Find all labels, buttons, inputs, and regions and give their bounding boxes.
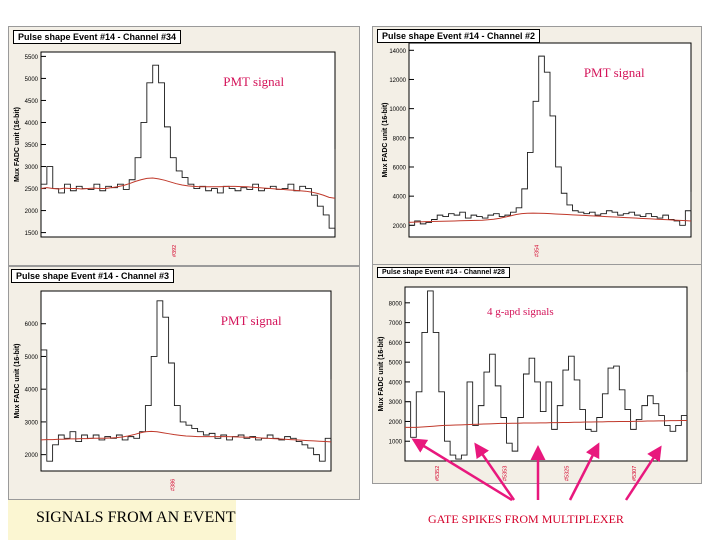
slide-caption: SIGNALS FROM AN EVENT — [36, 509, 236, 526]
y-tick-label: 12000 — [389, 78, 406, 84]
y-tick-label: 5000 — [25, 77, 39, 83]
y-tick-label: 5000 — [25, 355, 39, 361]
chart-title: Pulse shape Event #14 - Channel #3 — [11, 269, 175, 283]
series-line-baseline — [405, 419, 687, 428]
y-tick-label: 3000 — [25, 420, 39, 426]
y-tick-label: 8000 — [389, 301, 403, 307]
marker-label: #354 — [535, 245, 541, 257]
plot-frame — [40, 51, 336, 238]
series-line-baseline — [40, 177, 336, 199]
marker-label: #5353 — [503, 466, 509, 481]
y-axis-label: Mux FADC unit (16-bit) — [14, 107, 21, 182]
y-tick-label: 8000 — [393, 136, 407, 142]
marker-label: #5325 — [565, 466, 571, 481]
plot-frame — [40, 290, 332, 472]
y-tick-label: 4000 — [393, 195, 407, 201]
chart-title: Pulse shape Event #14 - Channel #2 — [377, 29, 541, 43]
y-tick-label: 5500 — [25, 55, 39, 61]
chart-title: Pulse shape Event #14 - Channel #28 — [377, 267, 510, 278]
y-tick-label: 2000 — [393, 224, 407, 230]
y-tick-label: 5000 — [389, 361, 403, 367]
y-tick-label: 2500 — [25, 187, 39, 193]
y-axis-label: Mux FADC unit (16-bit) — [378, 336, 385, 411]
chart-panel-channel-34: 1500 2000 2500 3000 3500 4000 4500 5000 5500 Mux … — [8, 26, 360, 266]
y-tick-label: 4000 — [25, 121, 39, 127]
footer-left-background — [8, 500, 236, 540]
y-tick-label: 2000 — [25, 453, 39, 459]
y-tick-label: 6000 — [393, 165, 407, 171]
marker-label: #5352 — [435, 466, 441, 481]
y-tick-label: 14000 — [389, 49, 406, 55]
y-tick-label: 3500 — [25, 143, 39, 149]
y-tick-label: 3000 — [389, 400, 403, 406]
chart-annotation: PMT signal — [584, 65, 645, 80]
series-line-baseline — [408, 212, 692, 223]
plot-area: 1000 2000 3000 4000 5000 6000 7000 8000 Mux FADC… — [378, 286, 688, 481]
y-axis-label: Mux FADC unit (16-bit) — [14, 343, 21, 418]
series-line-pulse — [409, 55, 692, 226]
chart-panel-channel-28: 1000 2000 3000 4000 5000 6000 7000 8000 Mux FADC… — [372, 264, 702, 484]
arrow-caption: GATE SPIKES FROM MULTIPLEXER — [428, 512, 624, 526]
marker-label: #392 — [172, 245, 178, 257]
plot-area: 2000 4000 6000 8000 10000 12000 14000 Mux FADC … — [382, 42, 692, 257]
y-tick-label: 10000 — [389, 107, 406, 113]
chart-panel-channel-2: 2000 4000 6000 8000 10000 12000 14000 Mux FADC … — [372, 26, 702, 266]
plot-frame — [404, 286, 688, 462]
y-tick-label: 2000 — [389, 420, 403, 426]
y-tick-label: 1000 — [389, 440, 403, 446]
chart-title: Pulse shape Event #14 - Channel #34 — [13, 30, 182, 44]
y-tick-label: 6000 — [25, 322, 39, 328]
y-tick-label: 3000 — [25, 165, 39, 171]
series-line-pulse — [41, 64, 336, 229]
series-line-baseline — [40, 430, 332, 443]
y-tick-label: 2000 — [25, 209, 39, 215]
marker-label: #5307 — [632, 466, 638, 481]
chart-annotation: 4 g-apd signals — [487, 306, 554, 318]
marker-label: #386 — [170, 479, 176, 491]
chart-panel-channel-3: 2000 3000 4000 5000 6000 Mux FADC unit (16-bi… — [8, 266, 360, 500]
chart-annotation: PMT signal — [221, 313, 282, 328]
plot-area: 2000 3000 4000 5000 6000 Mux FADC unit (16-bi… — [14, 290, 332, 491]
chart-annotation: PMT signal — [223, 74, 284, 89]
y-tick-label: 4000 — [25, 388, 39, 394]
plot-area: 1500 2000 2500 3000 3500 4000 4500 5000 5500 Mux … — [14, 51, 336, 257]
y-tick-label: 4000 — [389, 380, 403, 386]
y-tick-label: 1500 — [25, 231, 39, 237]
y-tick-label: 6000 — [389, 341, 403, 347]
y-axis-label: Mux FADC unit (16-bit) — [382, 102, 389, 177]
y-tick-label: 4500 — [25, 99, 39, 105]
y-tick-label: 7000 — [389, 321, 403, 327]
